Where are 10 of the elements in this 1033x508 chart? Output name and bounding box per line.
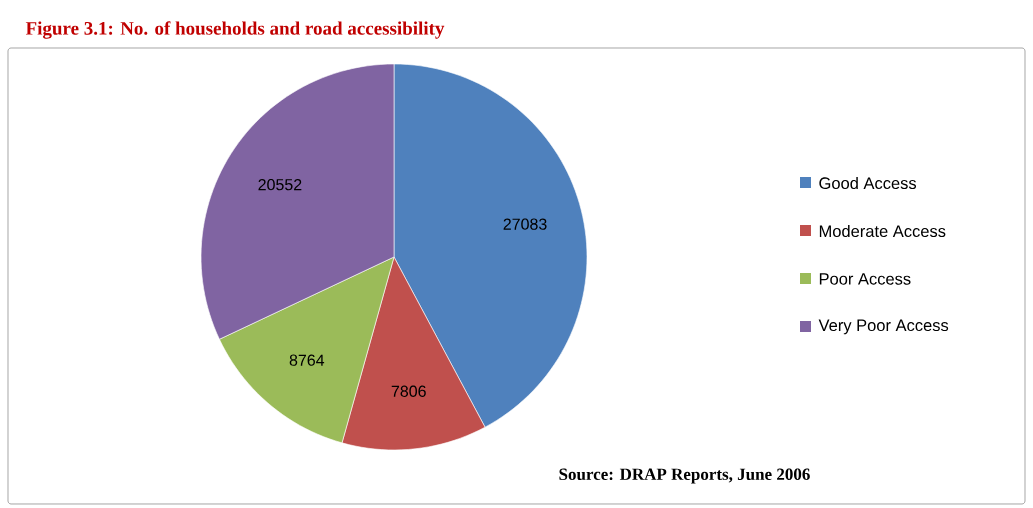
- data-label: 7806: [391, 385, 426, 397]
- legend-label: Very Poor Access: [818, 319, 949, 335]
- data-label: 8764: [289, 354, 325, 366]
- legend-label: Moderate Access: [819, 224, 946, 238]
- chart-title: Figure 3.1: No. of households and road accessibility: [25, 21, 445, 39]
- data-label: 20552: [258, 178, 302, 191]
- source-note: Source: DRAP Reports, June 2006: [559, 468, 810, 484]
- legend-label: Poor Access: [819, 273, 911, 285]
- data-label: 27083: [503, 218, 547, 230]
- legend-label: Good Access: [819, 176, 917, 190]
